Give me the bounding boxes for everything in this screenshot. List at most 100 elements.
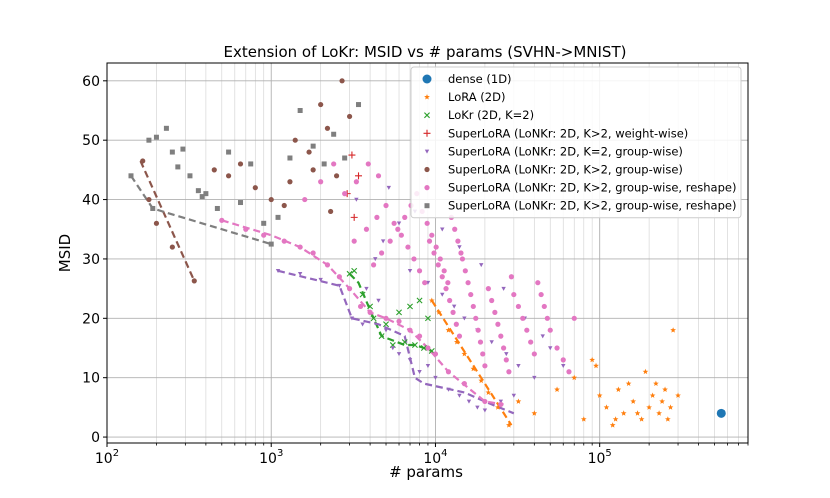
data-point xyxy=(169,244,175,250)
data-point xyxy=(339,78,345,84)
data-point xyxy=(479,263,484,268)
data-point xyxy=(547,327,553,333)
data-point xyxy=(461,350,468,357)
data-point xyxy=(482,398,488,405)
data-point xyxy=(501,286,506,291)
x-ticks: 102 103 104 105 xyxy=(95,443,749,467)
data-point xyxy=(446,387,451,392)
data-point xyxy=(646,404,652,410)
data-point xyxy=(424,149,430,154)
data-point xyxy=(422,280,428,286)
data-point xyxy=(603,404,610,410)
data-point xyxy=(383,321,390,328)
data-point xyxy=(541,303,547,310)
data-point xyxy=(281,238,287,244)
data-point xyxy=(538,291,544,298)
data-point xyxy=(456,333,463,339)
series-line xyxy=(277,269,515,415)
data-point xyxy=(396,318,402,324)
data-point xyxy=(306,149,312,155)
data-point xyxy=(454,339,460,345)
x-tick-label: 105 xyxy=(588,448,612,467)
data-point xyxy=(498,401,504,408)
data-point xyxy=(445,327,452,333)
data-point xyxy=(328,208,334,215)
data-point xyxy=(548,346,553,351)
data-point xyxy=(511,393,517,398)
data-point xyxy=(275,214,281,220)
data-point xyxy=(153,134,159,140)
data-point xyxy=(489,340,494,345)
data-point xyxy=(417,369,422,374)
legend-box xyxy=(410,66,742,219)
data-point xyxy=(405,244,411,250)
data-point xyxy=(203,191,209,197)
data-point xyxy=(431,250,437,256)
data-point xyxy=(391,220,397,226)
data-point xyxy=(511,291,517,298)
data-point xyxy=(475,405,480,410)
data-point xyxy=(363,226,370,232)
data-point xyxy=(214,205,220,211)
data-point xyxy=(452,226,458,232)
data-point xyxy=(620,410,627,416)
data-point xyxy=(337,283,342,288)
data-point xyxy=(383,315,389,321)
data-point xyxy=(649,392,656,398)
data-point xyxy=(226,149,232,155)
data-point xyxy=(465,280,471,286)
data-point xyxy=(662,386,668,392)
data-point xyxy=(450,309,456,315)
data-point xyxy=(346,270,353,277)
data-point xyxy=(489,297,495,304)
data-point xyxy=(146,137,152,143)
x-tick-label: 104 xyxy=(423,448,447,467)
x-tick-label: 102 xyxy=(95,448,119,467)
data-point xyxy=(435,262,441,268)
data-point xyxy=(461,381,467,387)
data-point xyxy=(297,244,303,250)
data-point xyxy=(561,364,566,369)
data-point xyxy=(625,380,632,387)
data-point xyxy=(508,274,514,280)
data-point xyxy=(310,250,316,256)
data-point xyxy=(492,309,498,315)
data-point xyxy=(478,377,485,384)
data-point xyxy=(480,351,486,357)
y-ticks: 0 10 20 30 40 50 60 xyxy=(82,74,107,446)
data-point xyxy=(416,333,423,339)
data-point xyxy=(593,362,599,369)
data-point xyxy=(506,369,512,375)
data-point xyxy=(383,328,389,333)
data-point xyxy=(440,227,445,232)
data-point xyxy=(716,408,726,418)
data-point xyxy=(191,278,197,284)
data-point xyxy=(146,196,152,203)
data-point xyxy=(378,333,385,340)
data-point xyxy=(453,321,459,327)
data-point xyxy=(318,277,323,282)
data-point xyxy=(498,333,504,339)
data-point xyxy=(331,131,337,137)
y-tick-label: 0 xyxy=(91,430,100,446)
data-point xyxy=(150,205,156,211)
data-point xyxy=(451,304,457,309)
y-tick-label: 60 xyxy=(82,74,100,90)
data-point xyxy=(424,112,430,119)
data-point xyxy=(373,257,378,262)
data-point xyxy=(364,286,369,291)
data-point xyxy=(268,241,274,247)
data-point xyxy=(379,250,385,256)
data-point xyxy=(473,315,479,321)
data-point xyxy=(498,399,504,404)
data-point xyxy=(261,232,267,238)
series-lines xyxy=(130,160,515,426)
data-point xyxy=(515,398,522,404)
data-point xyxy=(367,309,373,315)
data-point xyxy=(243,226,249,232)
data-point xyxy=(407,269,413,274)
data-point xyxy=(310,143,316,149)
data-point xyxy=(455,238,461,244)
data-point xyxy=(336,274,342,280)
data-point xyxy=(359,291,366,298)
